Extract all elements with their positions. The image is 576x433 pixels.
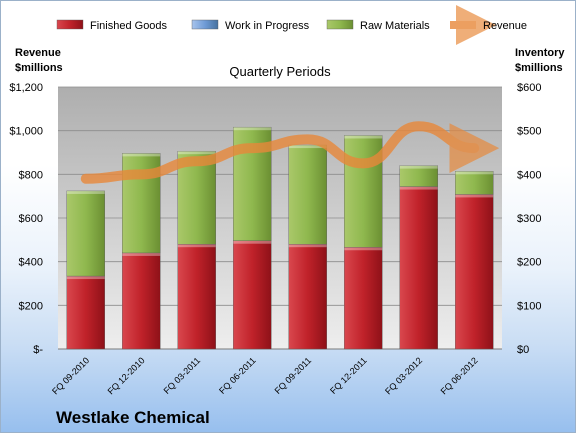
raw-materials-bar [66, 190, 105, 277]
raw-materials-bar [344, 135, 383, 248]
work-in-progress-legend-swatch [191, 19, 219, 30]
left-tick-label: $200 [19, 300, 43, 312]
raw-materials-bar-highlight [455, 171, 494, 175]
left-axis-title: Revenue $millions [15, 47, 64, 74]
left-tick-label: $800 [19, 169, 43, 181]
revenue-legend-label: Revenue [483, 20, 527, 32]
right-tick-label: $0 [517, 344, 529, 356]
right-tick-label: $400 [517, 169, 541, 181]
left-tick-label: $1,000 [9, 126, 43, 138]
right-axis-title: Inventory $millions [515, 47, 568, 74]
right-tick-label: $500 [517, 126, 541, 138]
raw-materials-legend-label: Raw Materials [360, 20, 430, 32]
finished-goods-bar [288, 243, 327, 350]
right-tick-label: $300 [517, 213, 541, 225]
raw-materials-bar [288, 144, 327, 245]
work-in-progress-legend-label: Work in Progress [225, 20, 310, 32]
chart-title: Quarterly Periods [229, 64, 331, 79]
raw-materials-bar [455, 171, 494, 195]
finished-goods-bar [122, 252, 161, 350]
x-tick-label: FQ 06-2011 [217, 355, 258, 396]
finished-goods-bar [66, 275, 105, 350]
finished-goods-bar [455, 194, 494, 350]
x-tick-label: FQ 03-2011 [162, 355, 203, 396]
finished-goods-bar [399, 186, 438, 350]
left-tick-label: $- [33, 344, 43, 356]
finished-goods-legend-swatch [56, 19, 84, 30]
x-tick-label: FQ 09-2011 [273, 355, 314, 396]
raw-materials-bar-highlight [233, 127, 272, 131]
right-tick-label: $100 [517, 300, 541, 312]
legend: Finished Goods Work in Progress Raw Materi… [56, 5, 527, 45]
right-tick-label: $600 [517, 82, 541, 94]
left-tick-label: $400 [19, 257, 43, 269]
finished-goods-bar-highlight [288, 244, 327, 248]
finished-goods-legend-label: Finished Goods [90, 20, 168, 32]
raw-materials-bar-highlight [177, 151, 216, 155]
x-tick-label: FQ 09-2010 [50, 355, 91, 396]
raw-materials-bar-highlight [288, 145, 327, 149]
finished-goods-bar-highlight [66, 276, 105, 280]
finished-goods-bar [344, 247, 383, 350]
x-tick-label: FQ 06-2012 [439, 355, 480, 396]
finished-goods-bar [177, 243, 216, 350]
raw-materials-bar-highlight [66, 190, 105, 194]
x-tick-label: FQ 03-2012 [383, 355, 424, 396]
raw-materials-bar-highlight [122, 153, 161, 157]
raw-materials-bar-highlight [399, 165, 438, 169]
company-name: Westlake Chemical [56, 408, 210, 427]
left-tick-label: $1,200 [9, 82, 43, 94]
left-tick-label: $600 [19, 213, 43, 225]
finished-goods-bar-highlight [177, 244, 216, 248]
revenue-line-group [80, 121, 500, 184]
raw-materials-bar [399, 165, 438, 187]
revenue-line [80, 121, 500, 184]
right-tick-label: $200 [517, 257, 541, 269]
finished-goods-bar [233, 240, 272, 350]
finished-goods-bar-highlight [344, 247, 383, 251]
finished-goods-bar-highlight [455, 194, 494, 198]
raw-materials-bar-highlight [344, 135, 383, 139]
x-tick-label: FQ 12-2011 [328, 355, 369, 396]
finished-goods-bar-highlight [122, 252, 161, 256]
finished-goods-bar-highlight [399, 186, 438, 190]
x-tick-label: FQ 12-2010 [106, 355, 147, 396]
finished-goods-bar-highlight [233, 240, 272, 244]
raw-materials-legend-swatch [326, 19, 354, 30]
